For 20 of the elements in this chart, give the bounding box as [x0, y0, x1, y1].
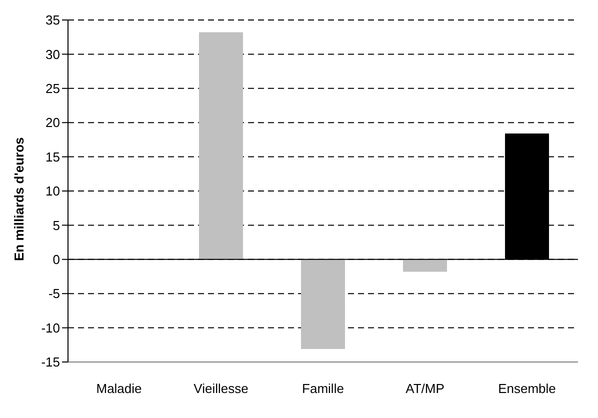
y-tick-label: 25: [46, 81, 60, 96]
y-tick-label: 15: [46, 149, 60, 164]
y-tick-label: -15: [41, 354, 60, 370]
x-tick-label: Maladie: [96, 381, 142, 396]
bar: [403, 259, 447, 272]
y-tick-label: 5: [52, 218, 60, 233]
y-tick-label: -10: [41, 320, 60, 336]
y-tick-label: 0: [52, 252, 60, 268]
y-tick-label: 20: [46, 115, 60, 130]
x-tick-label: AT/MP: [406, 381, 444, 396]
y-tick-label: -5: [48, 286, 60, 302]
bar: [301, 259, 345, 350]
bar: [199, 32, 243, 260]
x-tick-label: Ensemble: [498, 381, 556, 396]
y-tick-label: 30: [46, 46, 60, 62]
x-tick-label: Vieillesse: [194, 381, 248, 396]
y-axis-title: En milliards d'euros: [12, 137, 27, 261]
x-tick-label: Famille: [302, 381, 344, 396]
y-tick-label: 35: [46, 12, 60, 28]
y-tick-label: 10: [46, 184, 60, 199]
